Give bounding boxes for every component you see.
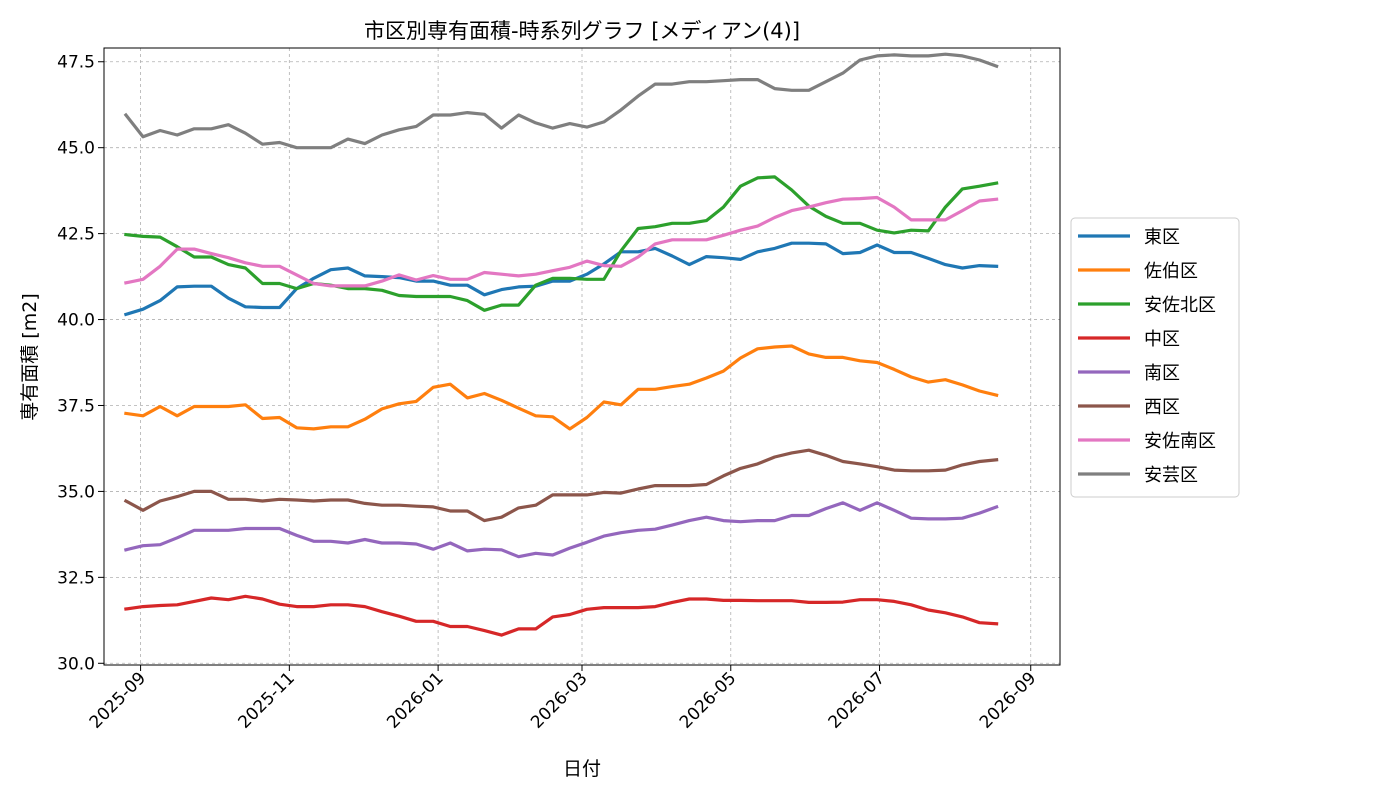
y-tick-label: 32.5 xyxy=(57,568,95,588)
chart-title: 市区別専有面積-時系列グラフ [メディアン(4)] xyxy=(364,19,800,43)
y-tick-label: 37.5 xyxy=(57,396,95,416)
legend-label: 佐伯区 xyxy=(1144,261,1198,282)
series-line xyxy=(124,344,999,431)
series-line xyxy=(124,175,999,312)
legend-label: 安佐北区 xyxy=(1144,295,1216,316)
y-tick-label: 35.0 xyxy=(57,482,95,502)
x-axis-label: 日付 xyxy=(563,758,601,780)
y-axis: 30.0 32.5 35.0 37.5 40.0 42.5 45.0 47.5 xyxy=(57,53,104,674)
series-line xyxy=(123,241,999,317)
y-axis-label: 専有面積 [m2] xyxy=(19,293,41,420)
legend-label: 東区 xyxy=(1144,227,1180,248)
series-line xyxy=(124,195,999,288)
legend-label: 南区 xyxy=(1144,363,1180,384)
series-lines xyxy=(123,52,999,637)
legend-label: 安佐南区 xyxy=(1144,431,1216,452)
legend-label: 中区 xyxy=(1144,329,1180,350)
y-tick-label: 42.5 xyxy=(57,225,95,245)
grid xyxy=(104,48,1060,665)
series-line xyxy=(123,501,999,559)
series-line xyxy=(123,448,999,523)
y-tick-label: 30.0 xyxy=(57,654,95,674)
series-line xyxy=(124,594,999,637)
y-tick-label: 40.0 xyxy=(57,311,95,331)
legend-label: 西区 xyxy=(1144,397,1180,418)
series-line xyxy=(123,52,999,150)
y-tick-label: 45.0 xyxy=(57,139,95,159)
legend-box xyxy=(1070,217,1240,498)
legend-label: 安芸区 xyxy=(1144,465,1198,486)
y-tick-label: 47.5 xyxy=(57,53,95,73)
